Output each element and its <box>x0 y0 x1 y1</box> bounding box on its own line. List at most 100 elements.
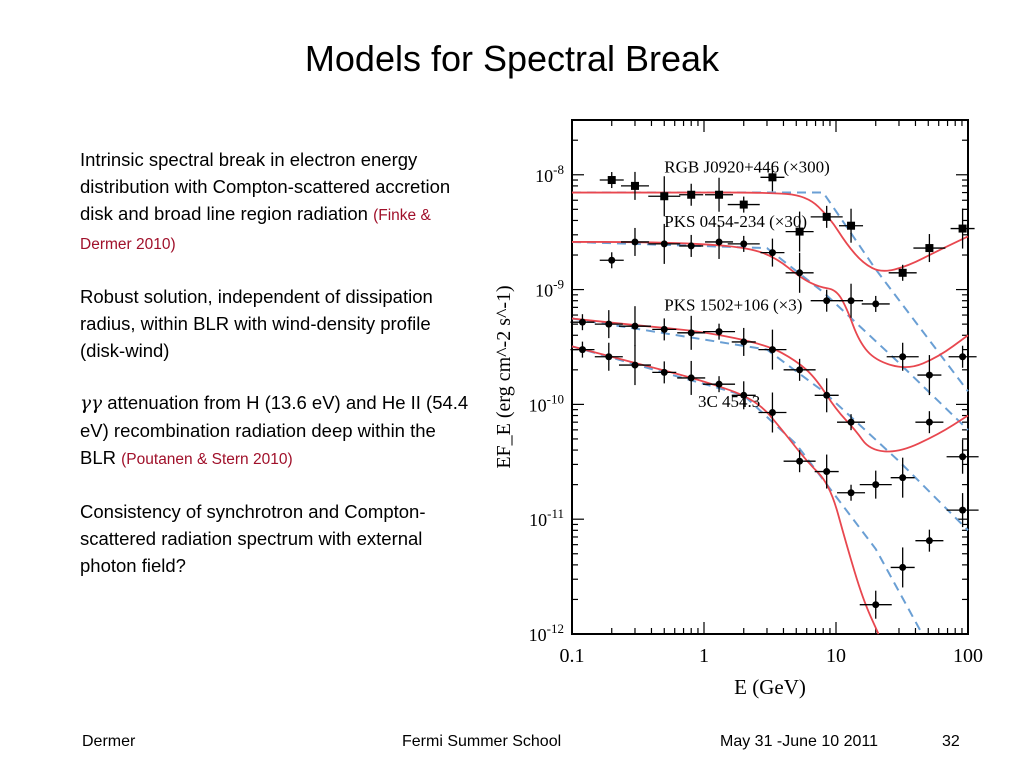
circle-marker <box>768 346 776 354</box>
series-label: PKS 0454-234 (×30) <box>664 212 807 231</box>
data-point <box>837 484 866 501</box>
data-point <box>594 342 623 371</box>
data-point <box>652 361 677 384</box>
data-point <box>814 378 839 413</box>
circle-marker <box>687 329 695 337</box>
circle-marker <box>796 366 804 374</box>
data-point <box>731 327 756 356</box>
circle-marker <box>847 489 855 497</box>
circle-marker <box>796 269 804 277</box>
data-point <box>946 493 979 528</box>
data-point <box>859 470 892 499</box>
bullet-list: Intrinsic spectral break in electron ene… <box>80 146 475 604</box>
bullet-item: γγ attenuation from H (13.6 eV) and He I… <box>80 389 475 473</box>
circle-marker <box>687 374 695 382</box>
data-point <box>890 547 915 588</box>
y-tick-label: 10-10 <box>529 391 564 415</box>
circle-marker <box>796 457 804 465</box>
circle-marker <box>608 256 616 264</box>
gamma-gamma-symbol: γγ <box>80 393 103 414</box>
circle-marker <box>605 320 613 328</box>
plot-frame <box>571 119 969 635</box>
circle-marker <box>925 371 933 379</box>
data-point <box>758 392 787 433</box>
bullet-item: Robust solution, independent of dissipat… <box>80 283 475 364</box>
data-point <box>599 172 624 189</box>
data-point <box>705 224 734 259</box>
circle-marker <box>740 240 748 248</box>
data-point <box>783 450 816 473</box>
data-point <box>599 252 624 269</box>
data-point <box>859 590 892 619</box>
circle-marker <box>872 300 880 308</box>
citation: (Poutanen & Stern 2010) <box>121 451 293 468</box>
data-point <box>917 355 942 396</box>
circle-marker <box>872 481 880 489</box>
bullet-item: Consistency of synchrotron and Compton-s… <box>80 498 475 579</box>
data-point <box>837 414 866 431</box>
data-point <box>620 171 649 200</box>
bullet-text: attenuation from H (13.6 eV) and He II (… <box>80 392 469 468</box>
data-point <box>731 381 756 410</box>
circle-marker <box>768 408 776 416</box>
data-point <box>760 163 785 192</box>
square-marker <box>687 190 696 199</box>
circle-marker <box>631 361 639 369</box>
model-curve <box>572 241 969 369</box>
circle-marker <box>740 391 748 399</box>
bullet-text: Intrinsic spectral break in electron ene… <box>80 149 451 224</box>
circle-marker <box>687 242 695 250</box>
x-tick-label: 0.1 <box>560 645 585 667</box>
circle-marker <box>660 325 668 333</box>
x-tick-label: 10 <box>826 645 846 667</box>
data-point <box>620 227 649 256</box>
circle-marker <box>715 380 723 388</box>
circle-marker <box>578 346 586 354</box>
data-point <box>679 183 704 206</box>
data-point <box>785 211 814 252</box>
circle-marker <box>899 563 907 571</box>
slide-title: Models for Spectral Break <box>304 38 720 79</box>
data-point <box>705 177 734 212</box>
data-point <box>861 295 890 312</box>
circle-marker <box>631 322 639 330</box>
circle-marker <box>715 328 723 336</box>
square-marker <box>795 227 804 236</box>
square-marker <box>898 268 907 277</box>
data-point <box>814 454 839 489</box>
data-point <box>618 306 651 347</box>
data-point <box>652 318 677 341</box>
circle-marker <box>823 297 831 305</box>
square-marker <box>660 192 669 201</box>
model-curve <box>571 345 880 635</box>
data-point <box>915 411 944 434</box>
square-marker <box>607 176 616 185</box>
power-law-line <box>571 240 969 431</box>
data-point <box>810 205 843 228</box>
square-marker <box>768 173 777 182</box>
circle-marker <box>925 418 933 426</box>
model-curve <box>572 191 969 272</box>
data-point <box>648 223 681 264</box>
bullet-text: Consistency of synchrotron and Compton-s… <box>80 501 426 576</box>
data-point <box>703 323 736 340</box>
model-curve <box>571 317 969 453</box>
data-point <box>570 314 595 331</box>
data-point <box>648 176 681 217</box>
circle-marker <box>959 506 967 514</box>
square-marker <box>958 224 967 233</box>
square-marker <box>925 244 934 253</box>
series-label: RGB J0920+446 (×300) <box>664 157 830 176</box>
footer-author: Dermer <box>82 733 136 750</box>
y-tick-label: 10-8 <box>535 162 564 186</box>
square-marker <box>715 190 724 199</box>
circle-marker <box>715 238 723 246</box>
data-point <box>570 341 595 358</box>
data-point <box>888 264 917 281</box>
y-tick-label: 10-11 <box>529 506 564 530</box>
circle-marker <box>899 353 907 361</box>
circle-marker <box>660 368 668 376</box>
circle-marker <box>740 338 748 346</box>
circle-marker <box>899 474 907 482</box>
data-point <box>677 315 706 350</box>
